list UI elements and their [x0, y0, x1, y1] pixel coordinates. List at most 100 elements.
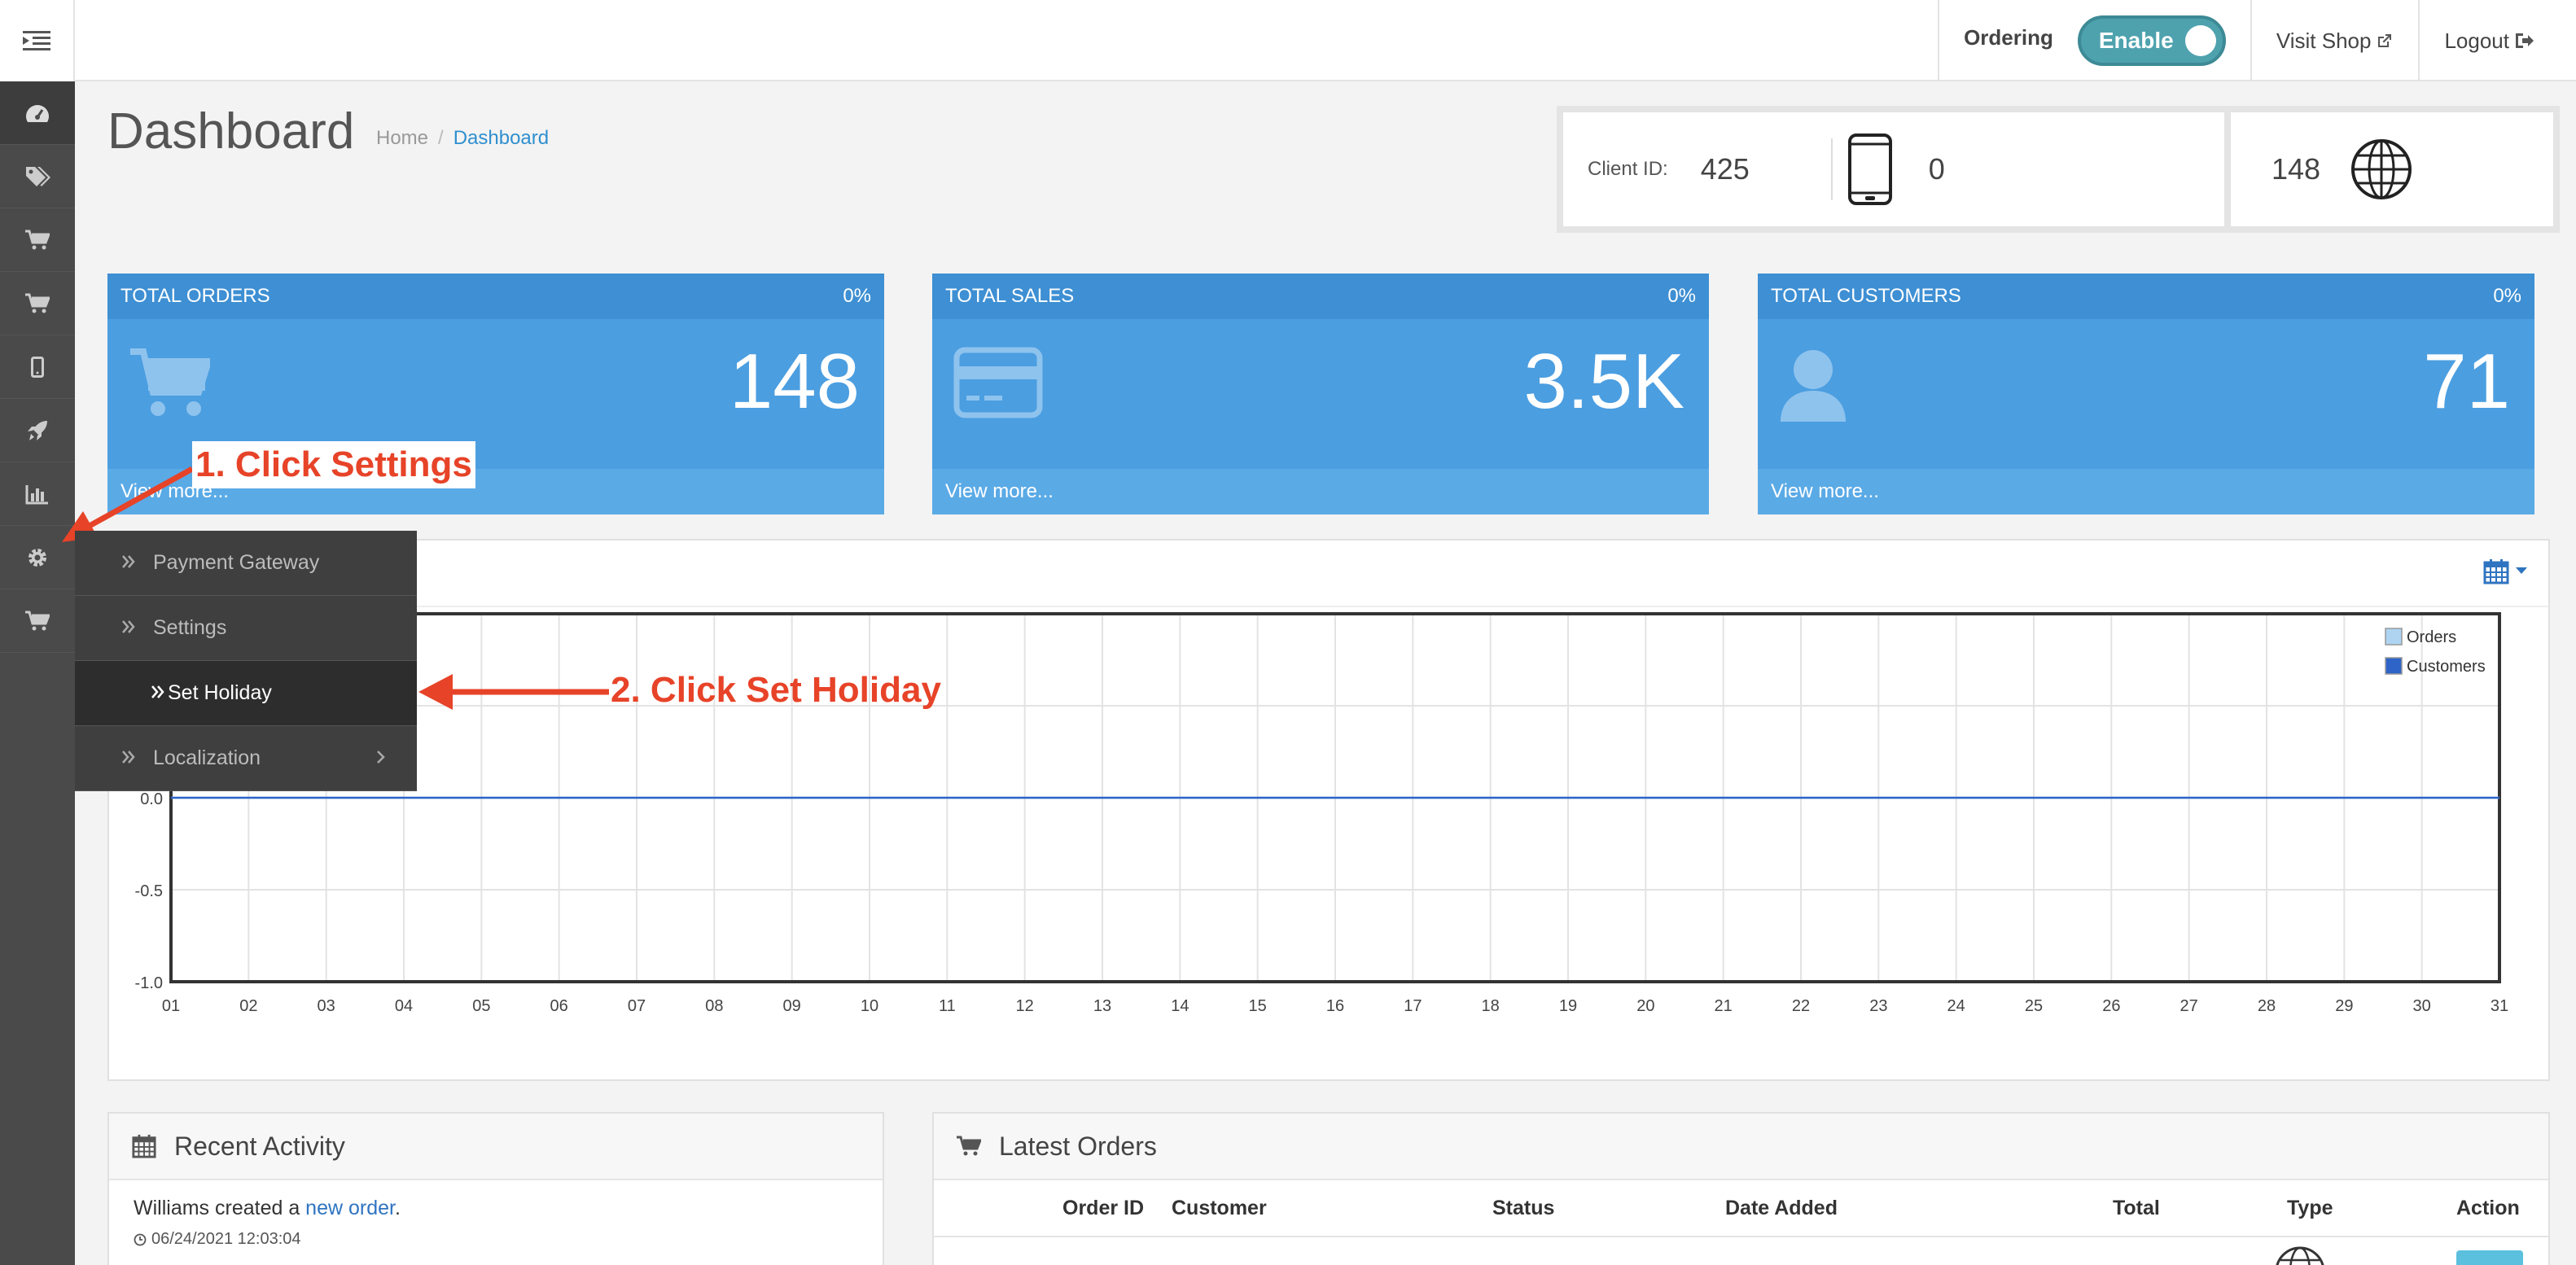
top-header: Ordering Enable Visit Shop Logout [0, 0, 2576, 81]
sidebar-item-tags[interactable] [0, 145, 75, 208]
x-tick-label: 19 [1559, 997, 1577, 1015]
chart-panel-header [109, 541, 2548, 607]
visit-shop-link[interactable]: Visit Shop [2250, 0, 2419, 81]
gear-icon [28, 548, 46, 567]
legend-swatch [2385, 628, 2403, 646]
cart-icon [957, 1136, 981, 1156]
sidebar-item-mobile[interactable] [0, 335, 75, 399]
client-id-cell: Client ID: 425 0 [1563, 112, 2224, 226]
y-tick-label: -0.5 [135, 882, 163, 900]
recent-activity-panel: Recent Activity Williams created a new o… [107, 1112, 884, 1265]
breadcrumb: Home / Dashboard [376, 127, 549, 150]
x-tick-label: 20 [1636, 997, 1654, 1015]
bar-chart-icon [25, 484, 48, 504]
panel-header: Recent Activity [109, 1114, 883, 1180]
x-tick-label: 17 [1404, 997, 1422, 1015]
column-header-action[interactable]: Action [2456, 1197, 2520, 1219]
sidebar [0, 81, 75, 1265]
x-tick-label: 02 [239, 997, 257, 1015]
x-tick-label: 26 [2102, 997, 2120, 1015]
sidebar-item-store[interactable] [0, 589, 75, 653]
x-tick-label: 29 [2335, 997, 2353, 1015]
menu-item-label: Localization [153, 746, 261, 769]
x-tick-label: 10 [861, 997, 878, 1015]
column-header-date-added[interactable]: Date Added [1725, 1197, 1838, 1219]
activity-time: 06/24/2021 12:03:04 [151, 1230, 301, 1248]
x-tick-label: 06 [550, 997, 568, 1015]
cart-icon [25, 230, 50, 249]
menu-toggle-button[interactable] [0, 0, 75, 81]
activity-timestamp: 06/24/2021 12:03:04 [134, 1230, 858, 1249]
sidebar-item-orders[interactable] [0, 208, 75, 272]
calendar-icon [132, 1134, 156, 1158]
view-order-button[interactable] [2456, 1250, 2523, 1265]
x-tick-label: 27 [2180, 997, 2198, 1015]
legend-swatch [2385, 657, 2403, 675]
breadcrumb-home[interactable]: Home [376, 127, 429, 149]
legend-label: Orders [2407, 628, 2456, 646]
ordering-label: Ordering [1964, 24, 2053, 50]
menu-item-settings[interactable]: Settings [75, 596, 417, 661]
tile-title: TOTAL CUSTOMERS [1771, 285, 1961, 307]
x-tick-label: 01 [162, 997, 180, 1015]
tile-title: TOTAL SALES [945, 285, 1075, 307]
sales-chart-panel: 0.0 -0.5 -1.0 01 02 03 04 05 06 07 08 09 10 11 12 13 14… [107, 539, 2550, 1081]
tile-value: 3.5K [1523, 338, 1684, 425]
total-sales-tile: TOTAL SALES 0% 3.5K View more... [932, 274, 1709, 514]
x-tick-label: 07 [628, 997, 646, 1015]
chart-legend: Orders Customers [2385, 628, 2486, 676]
chart-range-dropdown[interactable] [2483, 558, 2527, 584]
ordering-toggle[interactable]: Enable [2077, 15, 2226, 66]
sidebar-item-reports[interactable] [0, 462, 75, 526]
x-tick-label: 14 [1171, 997, 1189, 1015]
view-more-link[interactable]: View more... [1758, 469, 2534, 514]
tags-icon [26, 166, 50, 186]
chart-y-axis: 0.0 -0.5 -1.0 [135, 790, 163, 992]
sidebar-item-cart[interactable] [0, 272, 75, 335]
column-header-total[interactable]: Total [2113, 1197, 2160, 1219]
sidebar-item-settings[interactable] [0, 526, 75, 589]
sidebar-item-dashboard[interactable] [0, 81, 75, 145]
cart-icon [25, 293, 50, 313]
mobile-icon [1847, 134, 1892, 205]
column-header-type[interactable]: Type [2287, 1197, 2333, 1219]
column-header-order-id[interactable]: Order ID [1062, 1197, 1145, 1219]
column-header-status[interactable]: Status [1492, 1197, 1555, 1219]
shopping-cart-icon [130, 348, 210, 416]
x-tick-label: 15 [1249, 997, 1267, 1015]
chart-x-axis: 01 02 03 04 05 06 07 08 09 10 11 12 13 14 15 16 17 18 19 20… [162, 997, 2508, 1015]
menu-item-payment-gateway[interactable]: Payment Gateway [75, 531, 417, 596]
toggle-knob [2184, 25, 2216, 56]
caret-down-icon [2516, 567, 2527, 574]
column-header-customer[interactable]: Customer [1172, 1197, 1267, 1219]
y-tick-label: -1.0 [135, 974, 163, 992]
x-tick-label: 16 [1326, 997, 1344, 1015]
sidebar-item-marketing[interactable] [0, 399, 75, 462]
new-order-link[interactable]: new order [305, 1197, 395, 1219]
tile-value: 71 [2423, 338, 2510, 425]
double-chevron-right-icon [122, 555, 135, 568]
annotation-step-2: 2. Click Set Holiday [611, 670, 941, 710]
sign-out-icon [2516, 33, 2534, 48]
menu-item-localization[interactable]: Localization [75, 726, 417, 791]
table-row [934, 1237, 2548, 1265]
total-customers-tile: TOTAL CUSTOMERS 0% 71 View more... [1758, 274, 2534, 514]
panel-title: Recent Activity [174, 1131, 345, 1161]
orders-table-header: Order ID Customer Status Date Added Tota… [934, 1180, 2548, 1237]
x-tick-label: 30 [2413, 997, 2431, 1015]
chevron-right-icon [377, 751, 385, 764]
mobile-orders-count: 0 [1928, 152, 1945, 186]
menu-item-label: Payment Gateway [153, 551, 320, 574]
breadcrumb-current[interactable]: Dashboard [453, 127, 550, 149]
view-more-link[interactable]: View more... [932, 469, 1709, 514]
page-title: Dashboard [107, 103, 355, 160]
logout-link[interactable]: Logout [2418, 0, 2558, 81]
menu-item-set-holiday[interactable]: Set Holiday [75, 661, 417, 726]
client-info-box: Client ID: 425 0 148 [1557, 106, 2560, 233]
dashboard-icon [26, 104, 49, 122]
orders-customers-chart: 0.0 -0.5 -1.0 01 02 03 04 05 06 07 08 09 10 11 12 13 14… [135, 612, 2508, 1015]
user-icon [1781, 350, 1846, 422]
x-tick-label: 13 [1093, 997, 1111, 1015]
legend-label: Customers [2407, 658, 2486, 676]
x-tick-label: 31 [2491, 997, 2508, 1015]
